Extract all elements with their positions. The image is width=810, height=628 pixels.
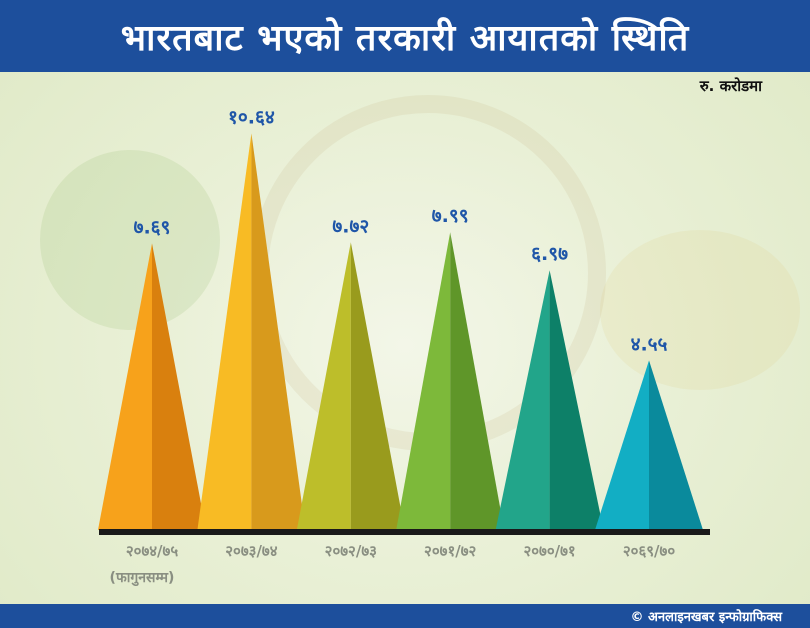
x-tick-label: २०७४/७५ (126, 542, 178, 560)
x-tick-label: २०७१/७२ (424, 542, 476, 560)
unit-label: रु. करोडमा (699, 77, 762, 95)
chart-bar (396, 232, 505, 530)
bar-left-face (396, 232, 451, 530)
footer-credit-bar: © अनलाइनखबर इन्फोग्राफिक्स (0, 604, 810, 628)
x-tick-label: २०७३/७४ (225, 542, 277, 560)
chart-title: भारतबाट भएको तरकारी आयातको स्थिति (120, 17, 690, 59)
chart-bar (595, 360, 703, 530)
chart-bar (98, 243, 206, 530)
bar-right-face (649, 360, 703, 530)
data-label: १०.६४ (228, 106, 275, 128)
data-label: ४.५५ (631, 333, 668, 355)
bar-left-face (495, 270, 550, 530)
chart-bar (495, 270, 604, 530)
bar-right-face (549, 270, 604, 530)
background-decoration (40, 150, 220, 330)
data-label: ६.९७ (531, 243, 568, 265)
data-label: ७.९९ (432, 205, 469, 227)
chart-bar (197, 133, 306, 530)
x-tick-label: २०६९/७० (623, 542, 675, 560)
bar-left-face (98, 243, 152, 530)
bar-left-face (197, 133, 252, 530)
chart-bar (296, 242, 405, 530)
bar-right-face (152, 243, 206, 530)
x-tick-note: (फागुनसम्म) (110, 570, 175, 587)
data-label: ७.६९ (134, 216, 171, 238)
bar-left-face (296, 242, 351, 530)
bar-left-face (595, 360, 649, 530)
footer-credit: © अनलाइनखबर इन्फोग्राफिक्स (630, 610, 782, 625)
bar-right-face (251, 133, 306, 530)
x-tick-label: २०७२/७३ (325, 542, 377, 560)
data-label: ७.७२ (332, 215, 369, 237)
x-tick-label: २०७०/७१ (523, 542, 575, 560)
bar-right-face (450, 232, 505, 530)
background-decoration (600, 230, 800, 390)
bar-right-face (350, 242, 405, 530)
x-axis-line (99, 529, 710, 535)
chart-title-banner: भारतबाट भएको तरकारी आयातको स्थिति (0, 0, 810, 72)
